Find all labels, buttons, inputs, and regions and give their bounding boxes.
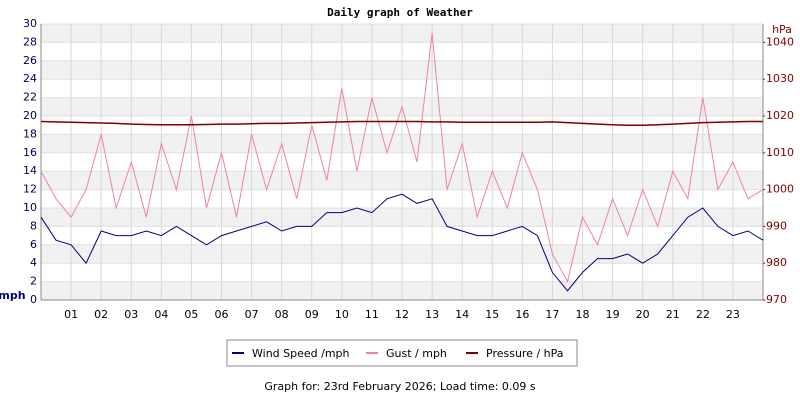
y-tick-label: 14 bbox=[23, 164, 37, 177]
x-tick-label: 21 bbox=[666, 308, 680, 321]
y-tick-label: 4 bbox=[30, 256, 37, 269]
x-tick-label: 16 bbox=[515, 308, 529, 321]
y-tick-label: 6 bbox=[30, 238, 37, 251]
y2-tick-label: 990 bbox=[766, 219, 787, 232]
x-tick-label: 04 bbox=[154, 308, 168, 321]
y-tick-label: 26 bbox=[23, 54, 37, 67]
x-tick-label: 23 bbox=[726, 308, 740, 321]
x-tick-label: 14 bbox=[455, 308, 469, 321]
y2-tick-label: 1000 bbox=[766, 183, 794, 196]
x-tick-label: 12 bbox=[395, 308, 409, 321]
y2-tick-label: 1020 bbox=[766, 109, 794, 122]
chart-title: Daily graph of Weather bbox=[327, 6, 473, 19]
x-tick-label: 10 bbox=[335, 308, 349, 321]
x-tick-label: 15 bbox=[485, 308, 499, 321]
y-axis-label: mph bbox=[0, 289, 26, 302]
y-tick-label: 28 bbox=[23, 35, 37, 48]
x-tick-label: 03 bbox=[124, 308, 138, 321]
x-tick-label: 02 bbox=[94, 308, 108, 321]
y-tick-label: 2 bbox=[30, 275, 37, 288]
x-tick-label: 08 bbox=[275, 308, 289, 321]
x-tick-label: 20 bbox=[636, 308, 650, 321]
x-tick-label: 09 bbox=[305, 308, 319, 321]
legend-label: Wind Speed /mph bbox=[252, 347, 350, 360]
x-tick-label: 11 bbox=[365, 308, 379, 321]
y-tick-label: 16 bbox=[23, 146, 37, 159]
y-tick-label: 30 bbox=[23, 17, 37, 30]
y2-axis-label: hPa bbox=[772, 23, 792, 36]
x-tick-label: 06 bbox=[215, 308, 229, 321]
y-tick-label: 20 bbox=[23, 109, 37, 122]
y-tick-label: 0 bbox=[30, 293, 37, 306]
y2-tick-label: 980 bbox=[766, 256, 787, 269]
legend-box bbox=[226, 339, 578, 367]
y2-tick-label: 970 bbox=[766, 293, 787, 306]
y-tick-label: 18 bbox=[23, 127, 37, 140]
x-tick-label: 17 bbox=[545, 308, 559, 321]
footer: Graph for: 23rd February 2026; Load time… bbox=[264, 380, 536, 393]
y-tick-label: 24 bbox=[23, 72, 37, 85]
series-line bbox=[40, 33, 764, 283]
legend-label: Gust / mph bbox=[386, 347, 447, 360]
x-tick-label: 07 bbox=[245, 308, 259, 321]
series-line bbox=[40, 120, 763, 126]
x-tick-label: 22 bbox=[696, 308, 710, 321]
y2-tick-label: 1010 bbox=[766, 146, 794, 159]
x-tick-label: 19 bbox=[606, 308, 620, 321]
y-tick-label: 22 bbox=[23, 91, 37, 104]
series-line bbox=[40, 193, 764, 292]
y-tick-label: 12 bbox=[23, 183, 37, 196]
x-tick-label: 01 bbox=[64, 308, 78, 321]
x-tick-label: 13 bbox=[425, 308, 439, 321]
x-tick-label: 18 bbox=[576, 308, 590, 321]
y-tick-label: 8 bbox=[30, 219, 37, 232]
y-tick-label: 10 bbox=[23, 201, 37, 214]
legend-label: Pressure / hPa bbox=[486, 347, 564, 360]
y2-tick-label: 1040 bbox=[766, 35, 794, 48]
y2-tick-label: 1030 bbox=[766, 72, 794, 85]
x-tick-label: 05 bbox=[184, 308, 198, 321]
